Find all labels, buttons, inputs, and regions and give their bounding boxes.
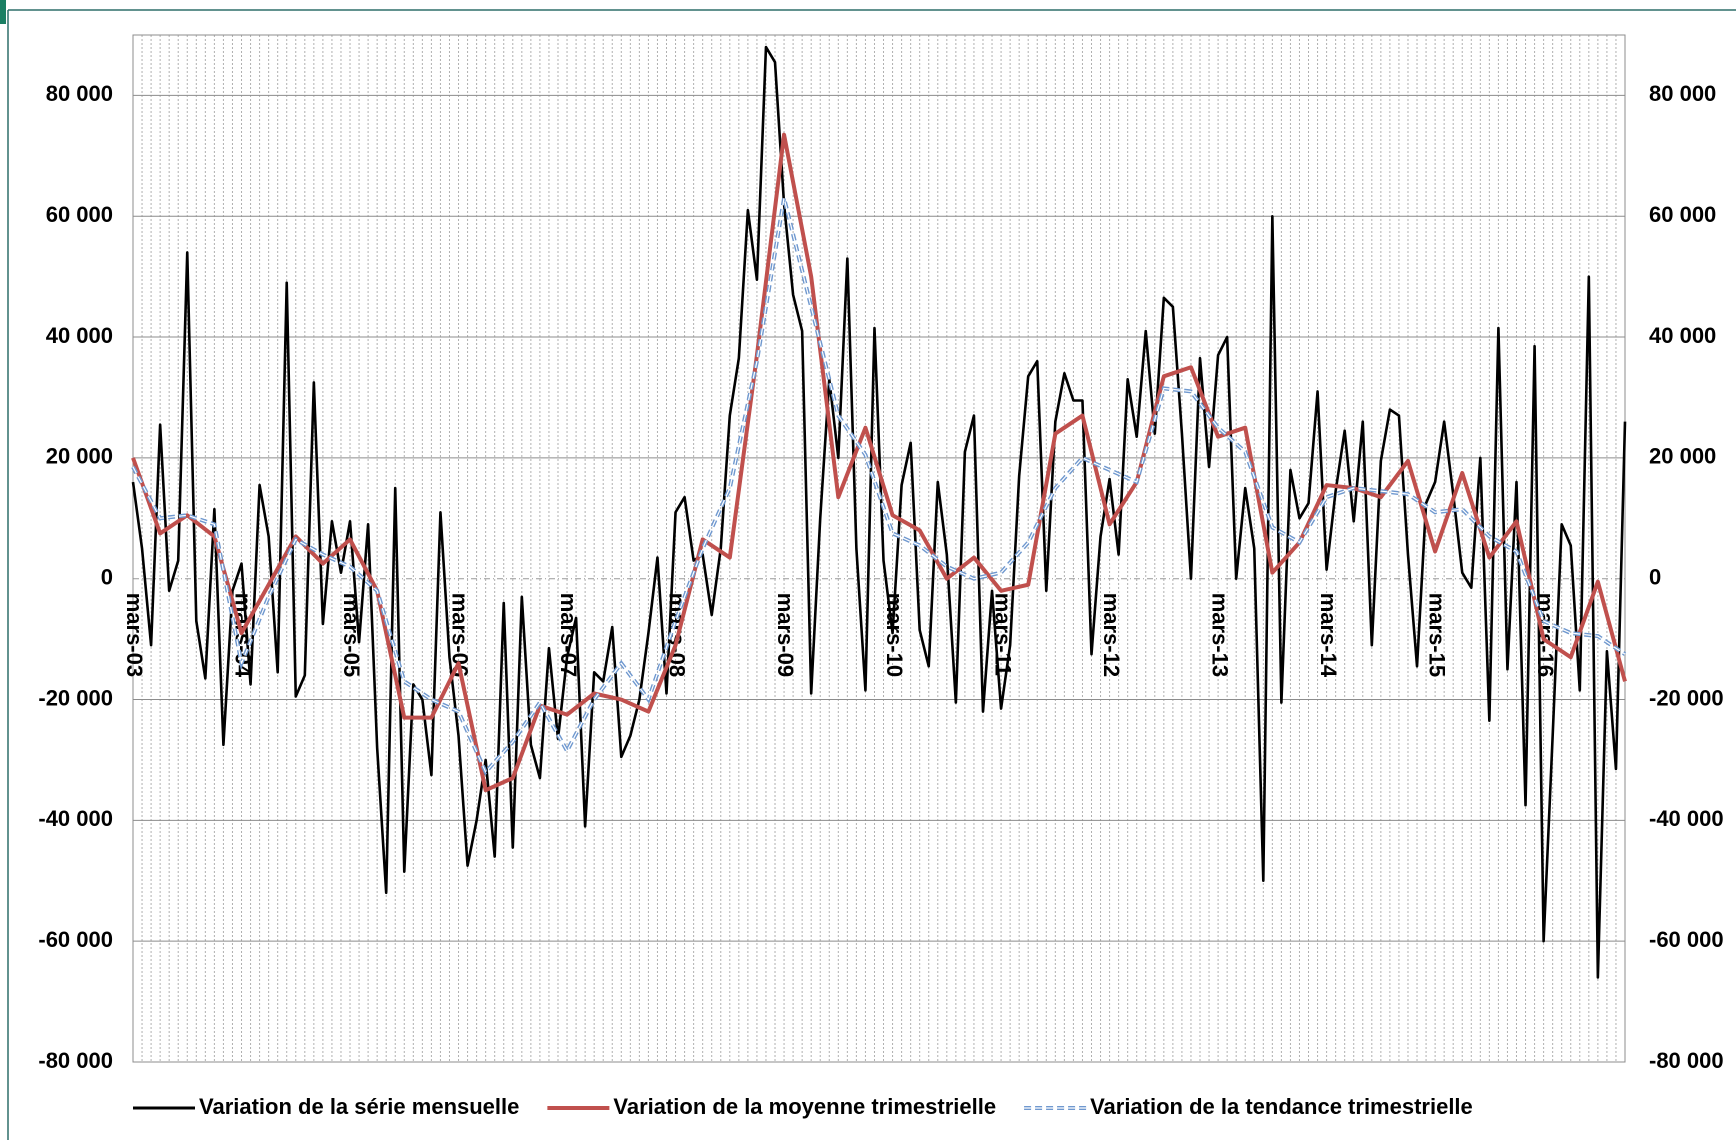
frame-corner	[0, 0, 6, 24]
x-tick-label: mars-15	[1424, 593, 1449, 677]
y2-tick-label: 80 000	[1649, 81, 1716, 106]
y2-tick-label: 20 000	[1649, 444, 1716, 469]
legend-label: Variation de la moyenne trimestrielle	[613, 1094, 996, 1119]
legend-label: Variation de la série mensuelle	[199, 1094, 519, 1119]
x-tick-label: mars-14	[1316, 593, 1341, 678]
y2-tick-label: -40 000	[1649, 806, 1724, 831]
y-tick-label: 0	[101, 565, 113, 590]
plot-border	[132, 34, 1626, 1063]
y-tick-label: 80 000	[46, 81, 113, 106]
y2-tick-label: 0	[1649, 565, 1661, 590]
y2-tick-label: -20 000	[1649, 685, 1724, 710]
y2-tick-label: 60 000	[1649, 202, 1716, 227]
y-tick-label: -60 000	[38, 927, 113, 952]
legend-label: Variation de la tendance trimestrielle	[1090, 1094, 1473, 1119]
x-tick-label: mars-09	[773, 593, 798, 677]
y-tick-label: -40 000	[38, 806, 113, 831]
y2-tick-label: 40 000	[1649, 323, 1716, 348]
y-tick-label: -20 000	[38, 685, 113, 710]
series-line	[131, 45, 1627, 979]
y-tick-label: -80 000	[38, 1048, 113, 1073]
x-tick-label: mars-03	[122, 593, 147, 677]
y-tick-label: 40 000	[46, 323, 113, 348]
y2-tick-label: -60 000	[1649, 927, 1724, 952]
series-line-outline	[131, 197, 1627, 776]
y-tick-label: 20 000	[46, 444, 113, 469]
x-tick-label: mars-12	[1099, 593, 1124, 677]
x-tick-label: mars-13	[1207, 593, 1232, 677]
y2-tick-label: -80 000	[1649, 1048, 1724, 1073]
y-tick-label: 60 000	[46, 202, 113, 227]
series-line	[132, 197, 1626, 773]
